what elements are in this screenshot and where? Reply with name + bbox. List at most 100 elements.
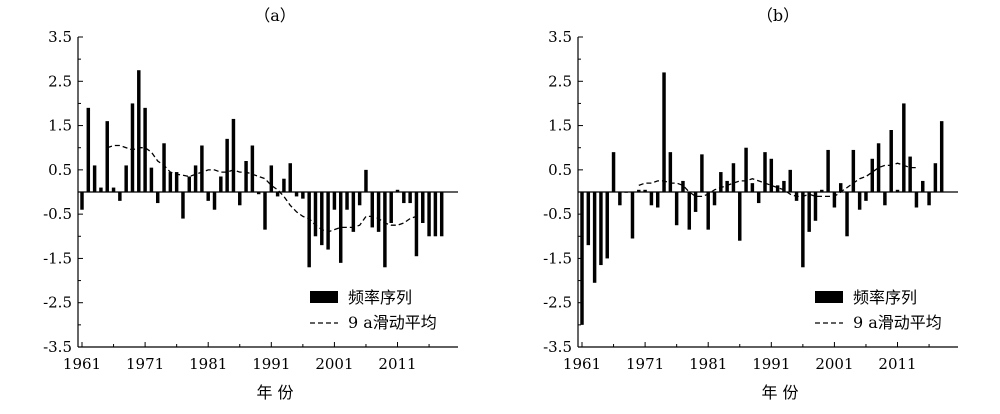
x-tick-label: 1991 [252,355,290,373]
bar-1982 [712,192,717,206]
bar-1966 [611,152,616,192]
bar-1996 [801,192,805,268]
y-tick-label: 1.5 [48,117,72,135]
bar-1983 [219,176,223,192]
chart-title: （b） [757,6,799,25]
bar-2009 [383,192,387,268]
y-tick-label: 0.5 [548,161,572,179]
y-tick-label: -2.5 [43,294,72,312]
bar-2017 [433,192,438,237]
bar-1991 [769,158,774,192]
bar-1982 [212,192,217,210]
y-tick-label: 3.5 [548,28,572,46]
y-tick-label: 0.5 [48,161,72,179]
y-tick-label: 2.5 [48,72,72,90]
bar-1978 [687,192,692,230]
bar-1987 [244,161,248,192]
bar-2014 [914,192,919,208]
bar-1972 [149,167,154,192]
bar-2013 [408,192,412,204]
bar-1967 [618,192,622,206]
y-tick-label: -0.5 [543,205,572,223]
bar-1963 [92,165,97,192]
y-tick-label: -3.5 [543,338,572,356]
legend-label-bars: 频率序列 [853,288,917,307]
bar-2008 [876,143,881,192]
legend-bar-swatch [815,291,843,303]
bar-1997 [807,192,811,232]
bar-1985 [231,118,236,192]
bar-1984 [225,138,229,192]
legend-label-line: 9 a滑动平均 [348,313,437,332]
bar-2003 [345,192,349,210]
bar-1986 [238,192,242,206]
bar-2002 [338,192,343,263]
x-tick-label: 1971 [626,355,664,373]
bar-2007 [870,158,875,192]
bar-1986 [738,192,742,241]
bar-2010 [889,130,893,192]
bar-1974 [162,143,166,192]
bar-1979 [193,165,198,192]
moving-average-line [106,144,417,233]
y-tick-label: 1.5 [548,117,572,135]
y-tick-label: -3.5 [43,338,72,356]
y-tick-label: 2.5 [548,72,572,90]
bar-1964 [599,192,603,266]
x-tick-label: 1991 [752,355,790,373]
bar-1981 [206,192,210,201]
bar-2015 [421,192,425,223]
bar-1964 [99,187,103,192]
bar-2004 [351,192,356,232]
bar-1973 [155,192,160,204]
bar-2005 [357,192,362,206]
x-tick-label: 2011 [878,355,916,373]
bar-2004 [851,149,856,192]
bar-1970 [137,70,141,192]
x-tick-label: 2001 [315,355,353,373]
bar-1977 [181,192,185,219]
bar-1962 [586,192,591,246]
bar-1993 [282,178,286,192]
bar-2011 [395,189,400,192]
legend-label-bars: 频率序列 [348,288,412,307]
bar-1993 [782,180,786,192]
x-tick-label: 2011 [378,355,416,373]
bar-2016 [927,192,931,206]
bar-1961 [580,192,584,325]
bar-1969 [630,192,635,239]
bar-1972 [649,192,654,206]
bar-1965 [105,121,109,192]
bar-1975 [668,152,673,192]
bar-1975 [168,172,173,192]
bar-1981 [706,192,710,230]
x-tick-label: 2001 [815,355,853,373]
x-tick-label: 1961 [63,355,101,373]
bar-2011 [895,189,900,192]
y-tick-label: -1.5 [543,249,572,267]
bar-1996 [301,192,305,199]
bar-1967 [118,192,122,201]
bar-1976 [174,172,179,192]
bar-1990 [763,152,767,192]
bar-2012 [402,192,406,204]
bar-1998 [813,192,818,221]
bar-1970 [637,189,641,192]
bar-1979 [693,192,698,212]
bar-2000 [826,149,830,192]
bar-1991 [269,165,274,192]
bar-1994 [788,169,792,192]
bar-1971 [143,107,147,192]
bar-1969 [130,103,135,192]
bar-2012 [902,103,906,192]
bar-1992 [775,185,780,192]
bar-2007 [370,192,375,228]
bar-1968 [624,192,628,193]
bar-1983 [719,172,723,192]
bar-1963 [592,192,597,283]
bar-2010 [389,192,393,223]
bar-1978 [187,176,192,192]
bar-1965 [605,192,609,259]
